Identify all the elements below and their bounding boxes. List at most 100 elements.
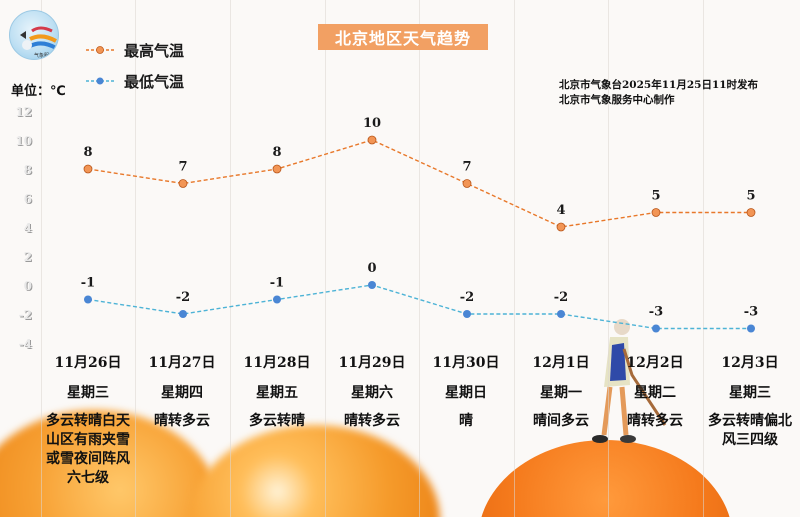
data-label: 8 xyxy=(272,145,281,160)
data-point xyxy=(557,310,565,318)
day-date: 11月28日 xyxy=(243,355,311,371)
day-weekday: 星期六 xyxy=(351,385,393,401)
legend-high-marker-icon xyxy=(86,46,114,54)
y-tick: -4 xyxy=(18,337,32,351)
data-point xyxy=(556,222,566,232)
day-weather: 多云转晴偏北风三四级 xyxy=(708,413,792,448)
day-date: 12月1日 xyxy=(532,355,590,371)
meteorological-service-logo: 气象服务 xyxy=(9,10,59,60)
divider xyxy=(135,0,136,517)
data-label: 5 xyxy=(746,189,755,204)
day-date: 11月27日 xyxy=(148,355,216,371)
data-point xyxy=(178,179,188,188)
day-column: 12月1日星期一晴间多云 xyxy=(514,352,608,431)
day-column: 11月29日 星期六晴转多云 xyxy=(325,352,419,431)
data-label: 10 xyxy=(363,116,381,131)
data-label: -1 xyxy=(270,276,284,291)
y-tick: 6 xyxy=(23,192,32,206)
day-weather: 多云转晴白天山区有雨夹雪或雪夜间阵风六七级 xyxy=(46,413,130,486)
day-weather: 多云转晴 xyxy=(249,413,305,429)
data-point xyxy=(272,164,282,174)
y-tick: 0 xyxy=(23,279,32,293)
data-label: -1 xyxy=(81,276,95,291)
data-point xyxy=(367,135,377,145)
day-weekday: 星期日 xyxy=(445,385,487,401)
day-column: 11月27日 星期四晴转多云 xyxy=(135,352,229,431)
divider xyxy=(325,0,326,517)
day-date: 11月29日 xyxy=(338,355,406,371)
data-point xyxy=(462,179,472,188)
legend-low-marker-icon xyxy=(86,77,114,85)
legend: 最高气温 xyxy=(86,40,184,60)
legend-label-high: 最高气温 xyxy=(124,41,185,60)
high-temp-line xyxy=(87,139,751,228)
day-weekday: 星期三 xyxy=(729,385,771,401)
issuer-info: 北京市气象台2025年11月25日11时发布 北京市气象服务中心制作 xyxy=(559,78,758,108)
data-point xyxy=(179,310,187,318)
day-weekday: 星期二 xyxy=(634,385,676,401)
divider xyxy=(230,0,231,517)
data-point xyxy=(747,324,755,333)
legend-label-low: 最低气温 xyxy=(124,72,185,91)
day-weekday: 星期一 xyxy=(540,385,582,401)
day-weather: 晴转多云 xyxy=(627,413,683,429)
y-tick: -2 xyxy=(18,308,32,322)
data-point xyxy=(746,208,756,217)
legend-item-low: 最低气温 xyxy=(86,71,184,91)
day-weather: 晴转多云 xyxy=(154,413,210,429)
logo-icon: 气象服务 xyxy=(20,26,57,59)
data-point xyxy=(652,324,660,333)
low-temp-line xyxy=(87,284,751,330)
divider xyxy=(41,0,42,517)
page-title: 北京地区天气趋势 xyxy=(318,24,488,50)
y-tick: 10 xyxy=(15,134,32,148)
day-column: 12月2日星期二晴转多云 xyxy=(608,352,702,431)
y-tick: 2 xyxy=(23,250,32,264)
issuer-line-2: 北京市气象服务中心制作 xyxy=(559,94,675,106)
divider xyxy=(514,0,515,517)
data-point xyxy=(651,208,661,217)
day-column: 11月30日 星期日晴 xyxy=(419,352,513,431)
day-weather: 晴 xyxy=(459,413,473,429)
data-label: 8 xyxy=(83,145,92,160)
day-weekday: 星期四 xyxy=(161,385,203,401)
data-label: 7 xyxy=(178,160,187,175)
day-date: 11月30日 xyxy=(432,355,500,371)
day-column: 11月26日 星期三 多云转晴白天山区有雨夹雪或雪夜间阵风六七级 xyxy=(41,352,135,488)
y-tick: 4 xyxy=(23,221,32,235)
day-column: 11月28日 星期五多云转晴 xyxy=(230,352,324,431)
unit-label: 单位：℃ xyxy=(11,84,66,99)
data-point xyxy=(368,281,376,289)
data-label: -2 xyxy=(460,290,474,305)
data-label: 0 xyxy=(367,261,376,276)
data-point xyxy=(84,295,92,304)
day-date: 12月3日 xyxy=(721,355,779,371)
data-label: -2 xyxy=(176,290,190,305)
day-date: 12月2日 xyxy=(626,355,684,371)
legend-item-high: 最高气温 xyxy=(86,40,184,60)
data-label: -3 xyxy=(649,305,663,320)
data-label: -2 xyxy=(554,290,568,305)
day-weather: 晴转多云 xyxy=(344,413,400,429)
data-label: 4 xyxy=(556,203,565,218)
day-date: 11月26日 xyxy=(54,355,122,371)
divider xyxy=(419,0,420,517)
issuer-line-1: 北京市气象台2025年11月25日11时发布 xyxy=(559,79,759,91)
data-point xyxy=(273,295,281,304)
day-weekday: 星期五 xyxy=(256,385,298,401)
divider xyxy=(703,0,704,517)
svg-text:气象服务: 气象服务 xyxy=(34,52,54,59)
day-column: 12月3日星期三多云转晴偏北风三四级 xyxy=(703,352,797,450)
data-point xyxy=(463,310,471,318)
data-label: -3 xyxy=(744,305,758,320)
y-tick: 8 xyxy=(23,163,32,177)
data-label: 5 xyxy=(651,189,660,204)
legend: 最低气温 xyxy=(86,71,184,91)
day-weather: 晴间多云 xyxy=(533,413,589,429)
divider xyxy=(608,0,609,517)
y-tick: 12 xyxy=(15,105,32,119)
data-label: 7 xyxy=(462,160,471,175)
data-point xyxy=(83,164,93,174)
